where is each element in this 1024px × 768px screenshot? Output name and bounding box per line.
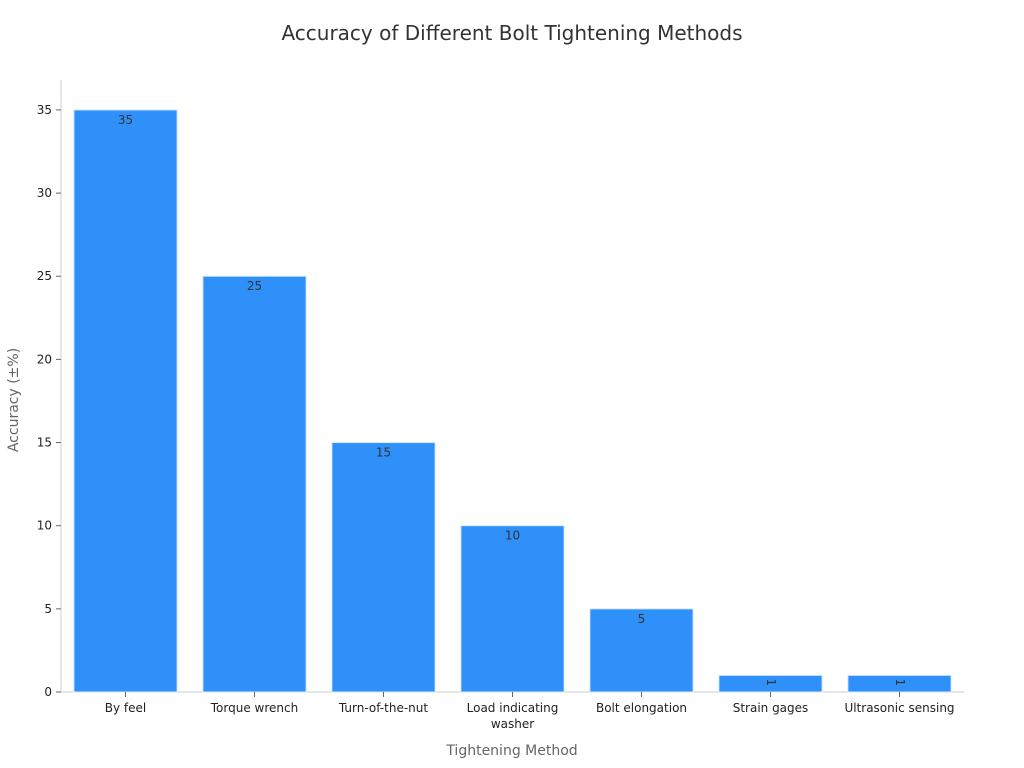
x-tick-label: Torque wrench bbox=[210, 701, 298, 715]
y-tick-label: 20 bbox=[37, 352, 52, 366]
y-axis-title: Accuracy (±%) bbox=[6, 348, 22, 452]
data-label: 15 bbox=[376, 446, 391, 460]
data-label: 25 bbox=[247, 279, 262, 293]
bar bbox=[589, 608, 694, 693]
x-tick-label: Ultrasonic sensing bbox=[844, 701, 954, 715]
y-tick-label: 35 bbox=[37, 103, 52, 117]
data-label: 10 bbox=[505, 529, 520, 543]
bar bbox=[202, 275, 307, 693]
y-tick-label: 15 bbox=[37, 436, 52, 450]
x-tick-label: Strain gages bbox=[733, 701, 809, 715]
x-axis-ticks: By feel Torque wrench Turn-of-the-nut Load … bbox=[105, 692, 955, 731]
y-tick-label: 30 bbox=[37, 186, 52, 200]
y-tick-label: 10 bbox=[37, 519, 52, 533]
y-tick-label: 5 bbox=[44, 602, 52, 616]
bar bbox=[331, 442, 436, 693]
x-tick-label: Load indicating washer bbox=[467, 701, 559, 731]
data-label: 5 bbox=[638, 612, 646, 626]
y-tick-label: 25 bbox=[37, 269, 52, 283]
x-tick-label: Bolt elongation bbox=[596, 701, 687, 715]
bar bbox=[460, 525, 565, 693]
data-label: 35 bbox=[118, 113, 133, 127]
chart-title: Accuracy of Different Bolt Tightening Me… bbox=[281, 21, 742, 45]
x-tick-label: Turn-of-the-nut bbox=[338, 701, 428, 715]
bar bbox=[73, 109, 178, 693]
y-axis-ticks: 0 5 10 15 20 25 30 35 bbox=[37, 103, 61, 699]
y-tick-label: 0 bbox=[44, 685, 52, 699]
x-axis-title: Tightening Method bbox=[445, 743, 577, 759]
data-label: 1 bbox=[893, 679, 907, 687]
data-label: 1 bbox=[764, 679, 778, 687]
bars-group: 35 25 15 10 5 1 1 bbox=[73, 109, 952, 693]
x-tick-label: By feel bbox=[105, 701, 146, 715]
